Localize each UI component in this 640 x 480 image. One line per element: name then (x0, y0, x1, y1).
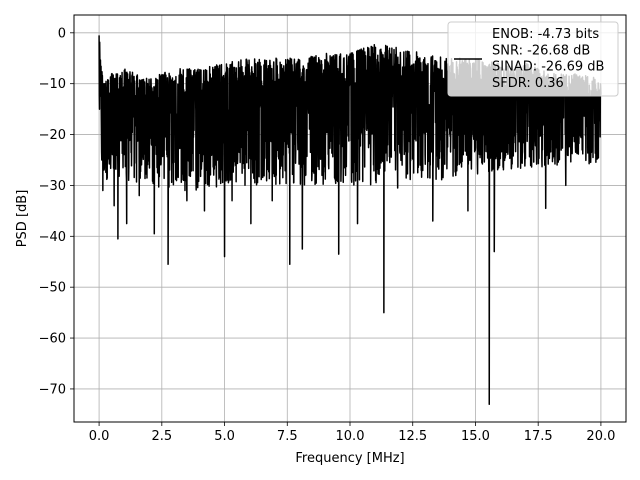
y-tick-label: −10 (39, 77, 66, 92)
x-tick-label: 15.0 (461, 429, 490, 444)
x-tick-label: 2.5 (151, 429, 172, 444)
x-tick-label: 7.5 (277, 429, 298, 444)
legend-entry-enob: ENOB: -4.73 bits (492, 27, 599, 42)
legend-box (447, 21, 619, 97)
x-tick-label: 20.0 (586, 429, 615, 444)
legend-entry-sfdr: SFDR: 0.36 (492, 76, 564, 91)
x-tick-label: 17.5 (524, 429, 553, 444)
y-axis-label: PSD [dB] (15, 190, 30, 248)
y-axis: 0 −10 −20 −30 −40 −50 −60 −70 (39, 26, 74, 397)
y-tick-label: −20 (39, 128, 66, 143)
x-axis-label: Frequency [MHz] (295, 451, 404, 466)
x-axis: 0.0 2.5 5.0 7.5 10.0 12.5 15.0 17.5 20.0 (89, 422, 615, 444)
x-tick-label: 0.0 (89, 429, 110, 444)
y-tick-label: −40 (39, 230, 66, 245)
legend-entry-sinad: SINAD: -26.69 dB (492, 60, 604, 75)
y-tick-label: −30 (39, 179, 66, 194)
y-tick-label: −60 (39, 332, 66, 347)
legend: ENOB: -4.73 bits SNR: -26.68 dB SINAD: -… (447, 21, 619, 97)
legend-entry-snr: SNR: -26.68 dB (492, 43, 590, 58)
x-tick-label: 12.5 (398, 429, 427, 444)
y-tick-label: −50 (39, 281, 66, 296)
y-tick-label: −70 (39, 382, 66, 397)
x-tick-label: 10.0 (336, 429, 365, 444)
y-tick-label: 0 (58, 26, 66, 41)
x-tick-label: 5.0 (214, 429, 235, 444)
